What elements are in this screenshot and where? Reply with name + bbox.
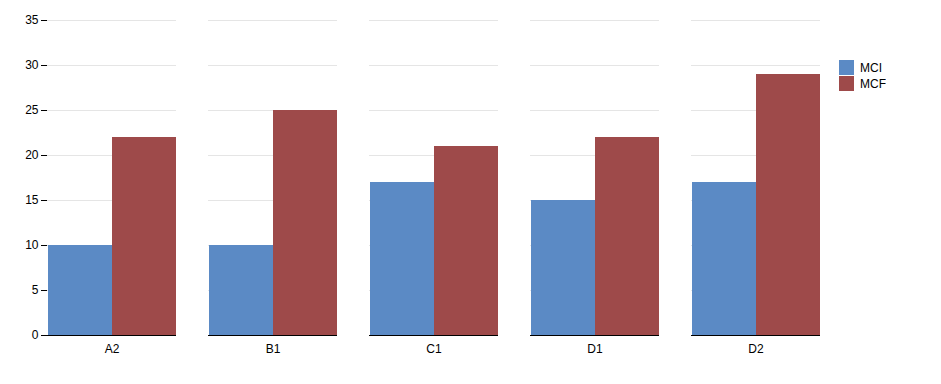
svg-text:D1: D1 — [587, 342, 603, 356]
svg-text:D2: D2 — [748, 342, 764, 356]
svg-text:B1: B1 — [266, 342, 281, 356]
html-text:MCF: MCF — [860, 76, 886, 91]
svg-text:A2: A2 — [105, 342, 120, 356]
svg-text:5: 5 — [32, 283, 39, 297]
svg-text:15: 15 — [25, 193, 39, 207]
svg-text:0: 0 — [32, 328, 39, 342]
svg-text:30: 30 — [25, 58, 39, 72]
svg-text:35: 35 — [25, 13, 39, 27]
svg-text:25: 25 — [25, 103, 39, 117]
svg-text:10: 10 — [25, 238, 39, 252]
svg-text:20: 20 — [25, 148, 39, 162]
html-text:MCI: MCI — [860, 60, 882, 75]
svg-text:C1: C1 — [426, 342, 442, 356]
